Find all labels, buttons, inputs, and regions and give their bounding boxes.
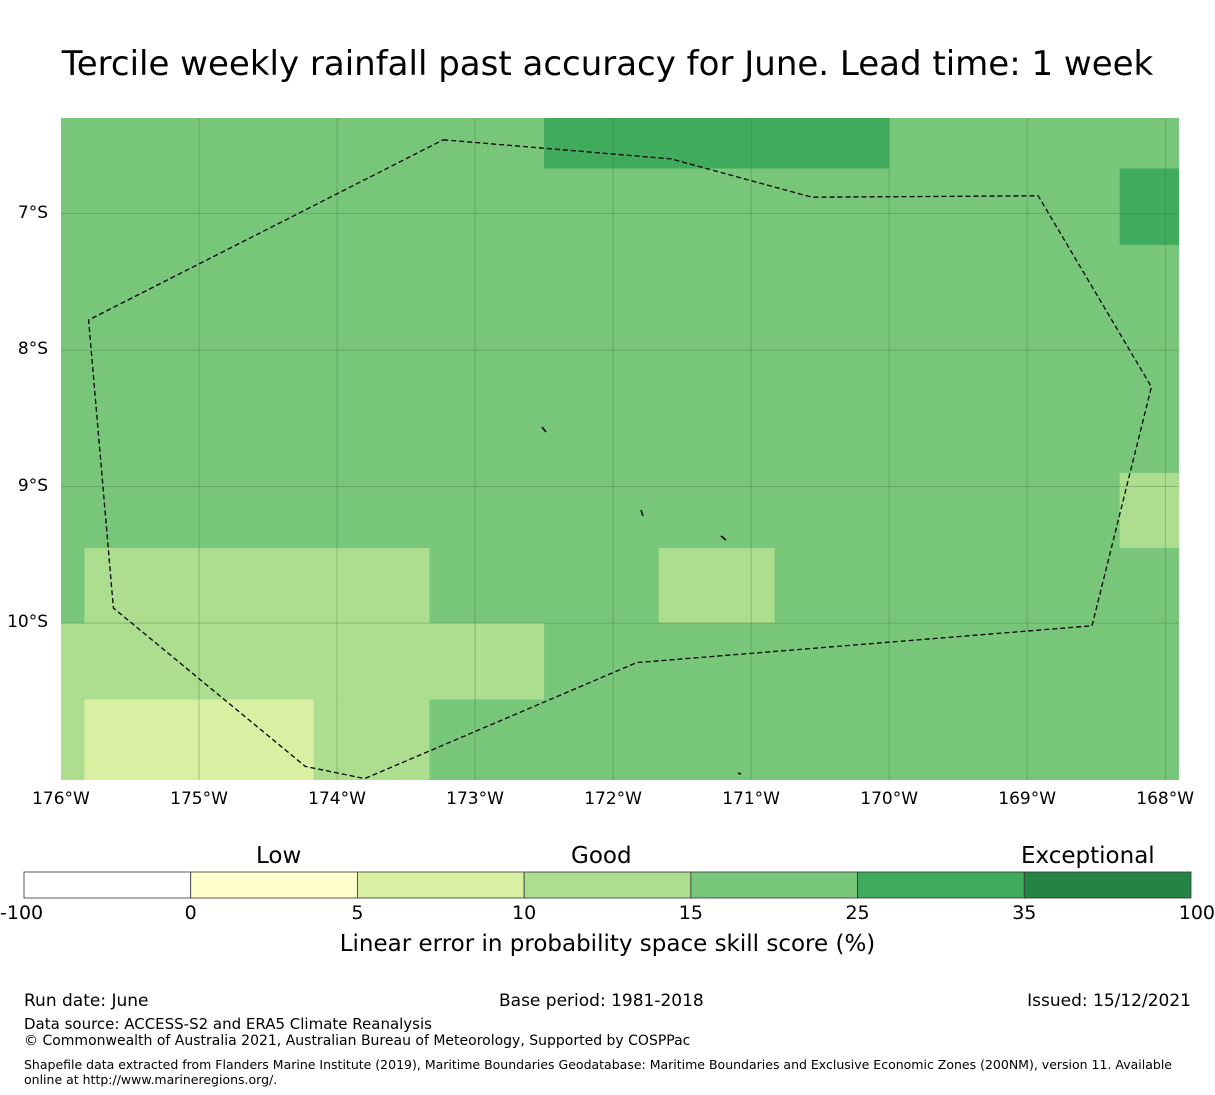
- island-outline: [737, 772, 742, 775]
- skill-cell: [658, 547, 775, 624]
- colorbar-segment: [690, 871, 858, 899]
- colorbar-category-exceptional: Exceptional: [1021, 843, 1155, 869]
- longitude-label: 175°W: [170, 789, 228, 809]
- skill-cell: [1119, 472, 1179, 548]
- longitude-label: 169°W: [998, 789, 1057, 809]
- longitude-label: 176°W: [32, 789, 90, 809]
- longitude-label: 174°W: [308, 789, 366, 809]
- base-period: Base period: 1981-2018: [499, 991, 704, 1011]
- longitude-label: 173°W: [446, 789, 504, 809]
- eez-boundary: [87, 139, 1153, 780]
- map-cells: [61, 118, 1179, 780]
- colorbar-tick-label: 10: [512, 902, 537, 924]
- colorbar-tick-label: 5: [351, 902, 364, 924]
- skill-cell: [1119, 168, 1179, 245]
- longitude-label: 168°W: [1136, 789, 1195, 809]
- latitude-label: 9°S: [17, 475, 48, 496]
- colorbar-tick-label: 15: [678, 902, 703, 924]
- colorbar-segment: [23, 871, 192, 899]
- colorbar-segment: [857, 871, 1025, 899]
- latitude-label: 7°S: [17, 202, 48, 223]
- island-outline: [640, 509, 644, 517]
- latitude-label: 8°S: [17, 339, 48, 360]
- skill-cell: [84, 547, 430, 624]
- map-gridlines: [61, 118, 1179, 780]
- skill-map: [61, 118, 1179, 780]
- skill-cell: [61, 623, 545, 700]
- colorbar-segment: [357, 871, 525, 899]
- longitude-label: 170°W: [860, 789, 919, 809]
- island-outline: [720, 535, 727, 541]
- latitude-label: 10°S: [7, 612, 48, 633]
- colorbar-segment: [1023, 871, 1192, 899]
- colorbar-category-good: Good: [571, 843, 632, 869]
- colorbar-tick-label: -100: [0, 902, 44, 924]
- colorbar-caption: Linear error in probability space skill …: [339, 931, 876, 957]
- island-outline: [541, 426, 547, 433]
- copyright: © Commonwealth of Australia 2021, Austra…: [24, 1033, 691, 1049]
- map-title: Tercile weekly rainfall past accuracy fo…: [61, 44, 1154, 84]
- colorbar-category-low: Low: [256, 843, 302, 869]
- colorbar-tick-label: 35: [1012, 902, 1037, 924]
- colorbar-segment: [523, 871, 692, 899]
- longitude-label: 171°W: [722, 789, 780, 809]
- longitude-label: 172°W: [584, 789, 642, 809]
- issued-date: Issued: 15/12/2021: [1027, 991, 1191, 1011]
- shapefile-note: Shapefile data extracted from Flanders M…: [24, 1057, 1172, 1087]
- colorbar-tick-label: 100: [1178, 902, 1215, 924]
- colorbar-segment: [190, 871, 358, 899]
- run-date: Run date: June: [24, 991, 149, 1011]
- colorbar-tick-label: 0: [184, 902, 197, 924]
- island-outlines: [541, 426, 742, 775]
- data-source: Data source: ACCESS-S2 and ERA5 Climate …: [24, 1015, 432, 1033]
- skill-cell: [544, 118, 890, 169]
- colorbar: [23, 871, 1192, 899]
- colorbar-tick-label: 25: [845, 902, 870, 924]
